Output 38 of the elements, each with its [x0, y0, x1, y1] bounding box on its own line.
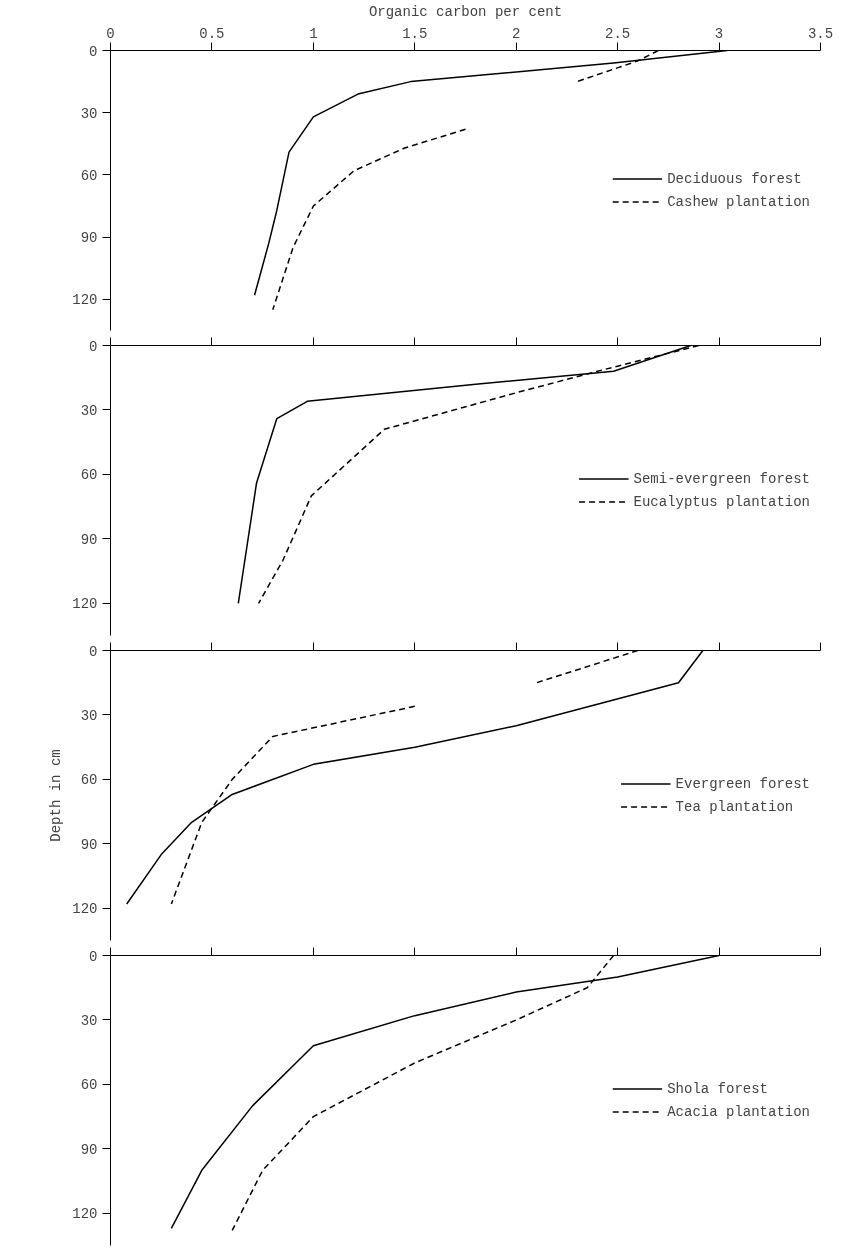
legend-label: Semi-evergreen forest [633, 470, 810, 487]
y-axis-title: Depth in cm [48, 749, 65, 842]
y-tick-label: 60 [80, 1077, 98, 1094]
y-tick-label: 0 [89, 643, 98, 660]
x-axis-title: Organic carbon per cent [368, 3, 563, 20]
x-tick-label: 0.5 [199, 25, 225, 42]
y-tick-label: 30 [80, 707, 98, 724]
y-tick-label: 60 [80, 167, 98, 184]
y-tick-label: 90 [80, 531, 98, 548]
legend-label: Tea plantation [675, 798, 794, 815]
y-tick-label: 0 [89, 338, 98, 355]
y-tick-label: 120 [72, 596, 98, 613]
x-tick-label: 1.5 [402, 25, 428, 42]
y-tick-label: 90 [80, 836, 98, 853]
y-tick-label: 30 [80, 402, 98, 419]
x-tick-label: 2.5 [605, 25, 631, 42]
y-tick-label: 90 [80, 1141, 98, 1158]
y-tick-label: 30 [80, 105, 98, 122]
y-tick-label: 60 [80, 467, 98, 484]
y-tick-label: 0 [89, 948, 98, 965]
y-tick-label: 120 [72, 292, 98, 309]
legend-label: Eucalyptus plantation [633, 493, 810, 510]
legend-label: Acacia plantation [667, 1103, 810, 1120]
legend-label: Evergreen forest [675, 775, 810, 792]
y-tick-label: 60 [80, 772, 98, 789]
y-tick-label: 90 [80, 230, 98, 247]
y-tick-label: 120 [72, 1206, 98, 1223]
legend-label: Shola forest [667, 1080, 768, 1097]
y-tick-label: 0 [89, 43, 98, 60]
x-tick-label: 2 [512, 25, 521, 42]
legend-label: Deciduous forest [667, 170, 802, 187]
y-tick-label: 30 [80, 1012, 98, 1029]
x-tick-label: 3.5 [807, 25, 834, 42]
x-tick-label: 3 [714, 25, 724, 42]
y-tick-label: 120 [72, 901, 98, 918]
x-tick-label: 1 [309, 25, 318, 42]
x-tick-label: 0 [106, 25, 115, 42]
legend-label: Cashew plantation [667, 193, 810, 210]
